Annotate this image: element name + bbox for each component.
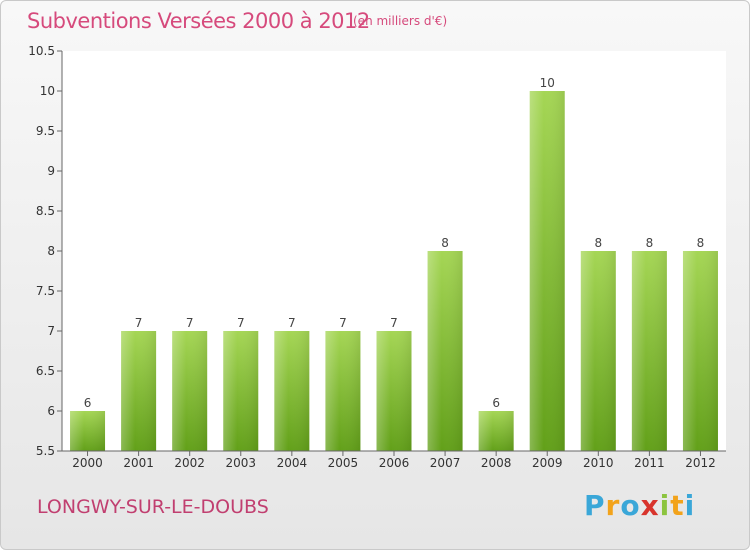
x-axis: 2000 2001 2002 2003 2004 2005 2006 2007 2008 2009… <box>62 450 726 470</box>
data-label: 8 <box>697 236 705 250</box>
brand-letter: i <box>659 489 671 522</box>
data-label: 6 <box>84 396 92 410</box>
bar-shine <box>121 331 157 451</box>
brand-letter: o <box>620 489 641 522</box>
bar-shine <box>427 251 463 451</box>
x-tick-label: 2003 <box>225 456 256 470</box>
bar-shine <box>631 251 667 451</box>
brand-logo: Proxiti <box>584 489 695 522</box>
data-label: 10 <box>540 76 555 90</box>
x-tick-label: 2006 <box>379 456 410 470</box>
y-tick-label: 10.5 <box>28 44 55 58</box>
y-axis: 5.5 6 6.5 7 7.5 8 8.5 9 9.5 10 10.5 <box>28 44 63 458</box>
chart-unit: (en milliers d'€) <box>353 14 448 28</box>
brand-letter: r <box>605 489 621 522</box>
x-tick-label: 2011 <box>634 456 665 470</box>
y-tick-label: 6 <box>47 404 55 418</box>
x-tick-label: 2000 <box>72 456 103 470</box>
bar-shine <box>274 331 310 451</box>
brand-letter: P <box>584 489 606 522</box>
data-label: 7 <box>288 316 296 330</box>
data-label: 8 <box>646 236 654 250</box>
y-tick-label: 9 <box>47 164 55 178</box>
bar-shine <box>376 331 412 451</box>
commune-name: LONGWY-SUR-LE-DOUBS <box>37 496 269 518</box>
y-tick-label: 9.5 <box>36 124 55 138</box>
bar-shine <box>682 251 718 451</box>
bar-shine <box>325 331 361 451</box>
x-tick-label: 2007 <box>430 456 461 470</box>
x-tick-label: 2008 <box>481 456 512 470</box>
x-tick-label: 2009 <box>532 456 563 470</box>
bar-shine <box>70 411 106 451</box>
y-tick-label: 8.5 <box>36 204 55 218</box>
brand-letter: t <box>670 489 685 522</box>
data-label: 7 <box>237 316 245 330</box>
bar-shine <box>580 251 616 451</box>
x-tick-label: 2005 <box>328 456 359 470</box>
bar-shine <box>172 331 208 451</box>
data-label: 6 <box>492 396 500 410</box>
data-label: 7 <box>339 316 347 330</box>
brand-letter: i <box>684 489 696 522</box>
x-tick-label: 2004 <box>277 456 308 470</box>
x-tick-label: 2002 <box>174 456 205 470</box>
bar-shine <box>478 411 514 451</box>
data-label: 8 <box>441 236 449 250</box>
x-tick-label: 2010 <box>583 456 614 470</box>
y-tick-label: 5.5 <box>36 444 55 458</box>
data-label: 8 <box>594 236 602 250</box>
data-label: 7 <box>135 316 143 330</box>
y-tick-label: 7 <box>47 324 55 338</box>
y-tick-label: 8 <box>47 244 55 258</box>
x-tick-label: 2012 <box>685 456 716 470</box>
chart-title: Subventions Versées 2000 à 2012 <box>27 9 370 33</box>
brand-letter: x <box>640 489 660 522</box>
data-label: 7 <box>186 316 194 330</box>
bar-shine <box>529 91 565 451</box>
data-label: 7 <box>390 316 398 330</box>
y-tick-label: 6.5 <box>36 364 55 378</box>
y-tick-label: 7.5 <box>36 284 55 298</box>
bar-chart: 6 7 7 7 7 7 7 8 6 10 8 8 8 5.5 6 6.5 7 7.5 8 8.5 9 9.5 10 10.5… <box>28 44 726 470</box>
bars-group: 6 7 7 7 7 7 7 8 6 10 8 8 8 <box>70 76 718 451</box>
x-tick-label: 2001 <box>123 456 154 470</box>
y-tick-label: 10 <box>40 84 55 98</box>
bar-shine <box>223 331 259 451</box>
